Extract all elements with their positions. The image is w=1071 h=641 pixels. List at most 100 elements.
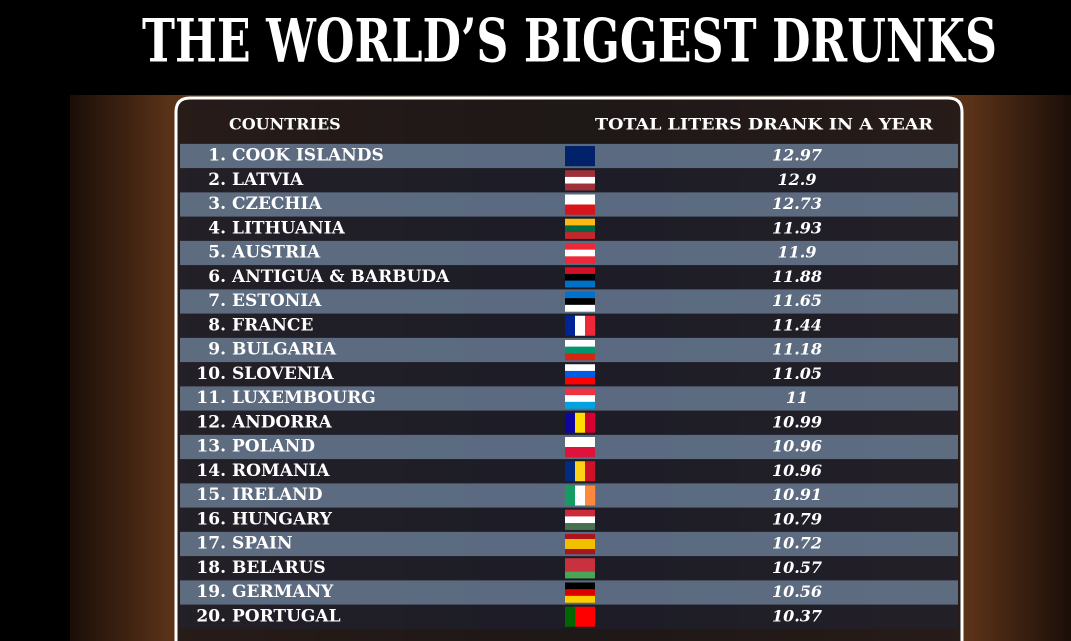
flag-stripe [565, 353, 595, 361]
flag-stripe [565, 564, 595, 572]
flag-stripe [565, 256, 595, 264]
flag-stripe [565, 447, 595, 458]
country: LUXEMBOURG [232, 388, 376, 408]
country: COOK ISLANDS [232, 146, 384, 166]
rank: 9. [208, 340, 226, 360]
rank: 8. [208, 315, 226, 335]
flag-stripe [565, 485, 576, 506]
flag-stripe [585, 485, 596, 506]
flag-stripe [565, 606, 576, 627]
liters: 11.05 [772, 364, 822, 383]
liters: 12.97 [772, 146, 822, 165]
flag-stripe [565, 315, 576, 336]
flag-stripe [585, 315, 596, 336]
flag-stripe [575, 461, 586, 482]
flag-stripe [565, 346, 595, 354]
liters: 10.96 [772, 437, 822, 456]
flag-stripe [585, 461, 596, 482]
flag-stripe [565, 388, 595, 396]
rank: 16. [196, 509, 226, 529]
flag-stripe [565, 461, 576, 482]
flag-stripe [565, 549, 595, 555]
rank: 1. [208, 146, 226, 166]
country: SLOVENIA [232, 364, 334, 384]
flag-stripe [585, 606, 596, 627]
country: FRANCE [232, 315, 313, 335]
liters: 11.44 [772, 315, 822, 334]
flag-stripe [565, 364, 595, 372]
rank: 2. [208, 170, 226, 190]
rank: 6. [208, 267, 226, 287]
liters: 10.56 [772, 582, 822, 601]
flag-stripe [565, 273, 595, 281]
flag-stripe [565, 146, 595, 167]
country: SPAIN [232, 534, 293, 554]
country: BELARUS [232, 558, 326, 578]
flag-stripe [565, 249, 595, 257]
flag-stripe [565, 509, 595, 517]
country: ANDORRA [231, 412, 333, 432]
flag-stripe [565, 183, 595, 191]
flag-stripe [565, 595, 595, 603]
header-countries: COUNTRIES [229, 115, 341, 134]
flag-stripe [565, 298, 595, 306]
country: HUNGARY [232, 509, 333, 529]
flag-stripe [565, 534, 595, 540]
liters: 10.37 [772, 606, 822, 625]
flag-stripe [565, 291, 595, 299]
flag-stripe [565, 571, 595, 579]
title-band [0, 0, 1071, 95]
rank: 5. [208, 243, 226, 263]
liters: 12.9 [778, 170, 817, 189]
liters: 10.99 [772, 412, 822, 431]
flag-stripe [565, 243, 595, 250]
rank: 15. [196, 485, 226, 505]
country: ROMANIA [232, 461, 330, 481]
flag-stripe [565, 170, 595, 178]
liters: 11 [786, 388, 808, 407]
flag-stripe [565, 194, 595, 205]
rank: 10. [196, 364, 226, 384]
flag-stripe [575, 606, 586, 627]
flag-stripe [565, 539, 595, 545]
rank: 19. [196, 582, 226, 602]
liters: 11.9 [778, 243, 817, 262]
flag-stripe [565, 370, 595, 378]
rank: 14. [196, 461, 226, 481]
flag-stripe [565, 401, 595, 409]
flag-stripe [565, 225, 595, 233]
flag-stripe [565, 304, 595, 312]
flag-stripe [585, 412, 596, 433]
country: LITHUANIA [232, 218, 346, 238]
country: BULGARIA [232, 340, 337, 360]
country: PORTUGAL [232, 606, 341, 626]
flag-stripe [565, 516, 595, 524]
liters: 10.57 [772, 558, 822, 577]
flag-stripe [575, 485, 586, 506]
liters: 11.88 [772, 267, 822, 286]
liters: 11.65 [772, 291, 822, 310]
flag-stripe [565, 589, 595, 597]
flag-stripe [565, 204, 595, 215]
rank: 13. [196, 437, 226, 457]
country: LATVIA [232, 170, 304, 190]
rank: 20. [196, 606, 226, 626]
country: CZECHIA [232, 194, 322, 214]
country: ESTONIA [232, 291, 322, 311]
flag-stripe [565, 523, 595, 530]
flag-stripe [565, 176, 595, 184]
rank: 18. [196, 558, 226, 578]
country: IRELAND [232, 485, 323, 505]
header-liters: TOTAL LITERS DRANK IN A YEAR [595, 115, 934, 134]
liters: 10.96 [772, 461, 822, 480]
flag-stripe [565, 232, 595, 239]
flag-stripe [565, 218, 595, 226]
title: THE WORLD’S BIGGEST DRUNKS [142, 7, 997, 77]
rank: 12. [196, 412, 226, 432]
flag-stripe [565, 558, 595, 566]
flag-stripe [565, 377, 595, 385]
flag-stripe [565, 267, 595, 275]
rank: 17. [196, 534, 226, 554]
